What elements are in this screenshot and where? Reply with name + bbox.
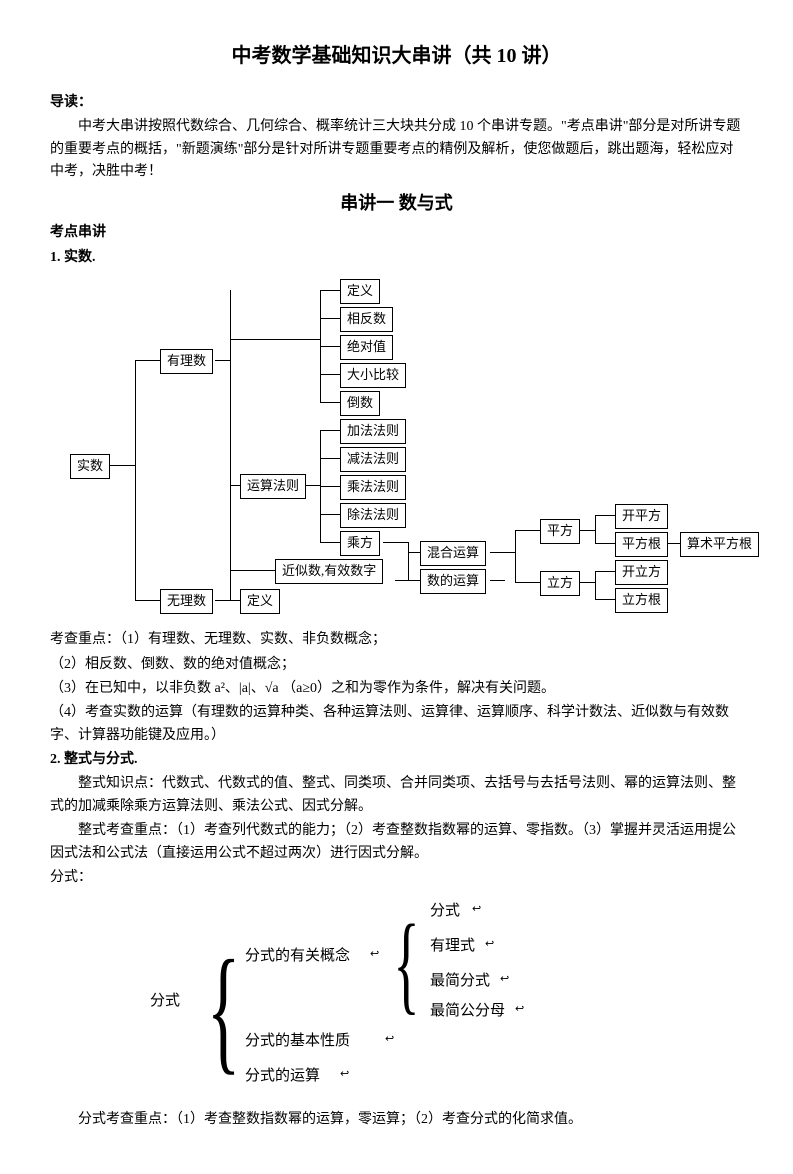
node-rec: 倒数 [340, 391, 380, 416]
node-mix: 混合运算 [420, 541, 486, 566]
arrow-icon: ↩ [370, 946, 379, 964]
node-def2: 定义 [240, 589, 280, 614]
brace-icon: { [393, 919, 419, 1007]
kp-heading: 考点串讲 [50, 222, 743, 244]
s2-body3: 分式： [50, 867, 743, 889]
node-cbrt: 立方根 [615, 588, 668, 613]
d2-c4: 最简公分母 [430, 999, 505, 1023]
node-add: 加法法则 [340, 419, 406, 444]
d2-ops: 分式的运算 [245, 1064, 320, 1088]
node-rational: 有理数 [160, 349, 213, 374]
arrow-icon: ↩ [485, 936, 494, 954]
section2-heading: 2. 整式与分式. [50, 749, 743, 771]
node-irrational: 无理数 [160, 589, 213, 614]
s1-point2: （2）相反数、倒数、数的绝对值概念； [50, 654, 743, 676]
page-title: 中考数学基础知识大串讲（共 10 讲） [50, 40, 743, 72]
node-sub: 减法法则 [340, 447, 406, 472]
arrow-icon: ↩ [385, 1031, 394, 1049]
node-opp: 相反数 [340, 307, 393, 332]
arrow-icon: ↩ [472, 901, 481, 919]
node-approx: 近似数,有效数字 [275, 559, 383, 584]
node-oprule: 运算法则 [240, 474, 306, 499]
arrow-icon: ↩ [500, 971, 509, 989]
intro-heading: 导读： [50, 92, 743, 114]
diagram-fraction: 分式 { 分式的有关概念 分式的基本性质 分式的运算 ↩ ↩ ↩ { 分式 ↩ … [150, 899, 650, 1099]
node-sqrt: 平方根 [615, 532, 668, 557]
node-mul: 乘法法则 [340, 475, 406, 500]
node-numop: 数的运算 [420, 569, 486, 594]
node-pow: 乘方 [340, 531, 380, 556]
d2-props: 分式的基本性质 [245, 1029, 350, 1053]
node-sqrt-op: 开平方 [615, 504, 668, 529]
lecture-title: 串讲一 数与式 [50, 189, 743, 218]
s2-footer: 分式考查重点：（1）考查整数指数幂的运算，零运算；（2）考查分式的化简求值。 [50, 1109, 743, 1131]
diagram-real-numbers: 实数 有理数 无理数 定义 相反数 绝对值 大小比较 倒数 运算法则 加法法则 … [70, 279, 750, 619]
s1-point1: 考查重点：（1）有理数、无理数、实数、非负数概念； [50, 629, 743, 651]
intro-body: 中考大串讲按照代数综合、几何综合、概率统计三大块共分成 10 个串讲专题。"考点… [50, 116, 743, 183]
d2-c2: 有理式 [430, 934, 475, 958]
s2-body2: 整式考查重点：（1）考查列代数式的能力；（2）考查整数指数幂的运算、零指数。（3… [50, 820, 743, 865]
node-sq: 平方 [540, 519, 580, 544]
d2-c1: 分式 [430, 899, 460, 923]
node-cmp: 大小比较 [340, 363, 406, 388]
arrow-icon: ↩ [340, 1066, 349, 1084]
node-abs: 绝对值 [340, 335, 393, 360]
brace-icon: { [207, 954, 241, 1066]
s1-point4: （4）考查实数的运算（有理数的运算种类、各种运算法则、运算律、运算顺序、科学计数… [50, 702, 743, 747]
d2-c3: 最简分式 [430, 969, 490, 993]
d2-root: 分式 [150, 989, 180, 1013]
node-cbrt-op: 开立方 [615, 560, 668, 585]
node-arith: 算术平方根 [680, 532, 759, 557]
d2-concepts: 分式的有关概念 [245, 944, 350, 968]
node-def: 定义 [340, 279, 380, 304]
arrow-icon: ↩ [515, 1001, 524, 1019]
node-cu: 立方 [540, 571, 580, 596]
node-root: 实数 [70, 454, 110, 479]
node-div: 除法法则 [340, 503, 406, 528]
section1-heading: 1. 实数. [50, 247, 743, 269]
s1-point3: （3）在已知中，以非负数 a²、|a|、√a （a≥0）之和为零作为条件，解决有… [50, 678, 743, 700]
s2-body1: 整式知识点：代数式、代数式的值、整式、同类项、合并同类项、去括号与去括号法则、幂… [50, 773, 743, 818]
